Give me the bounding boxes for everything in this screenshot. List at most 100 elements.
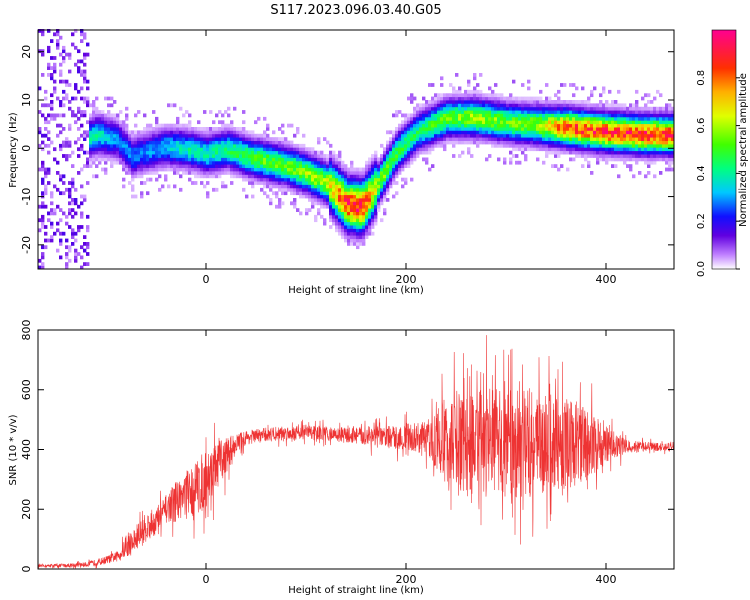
heat-cell: [524, 154, 528, 158]
heat-cell: [146, 123, 150, 128]
heat-cell: [233, 147, 237, 152]
heat-cell: [395, 113, 399, 118]
heat-cell: [290, 157, 294, 162]
heat-cell: [146, 157, 150, 162]
heat-cell: [632, 137, 636, 141]
heat-cell: [140, 167, 144, 172]
heat-cell: [356, 184, 360, 189]
heat-cell: [98, 154, 102, 158]
heat-cell: [230, 133, 234, 138]
heat-cell: [356, 194, 360, 199]
heat-cell: [446, 116, 450, 121]
spectrogram-frame: [37, 29, 675, 270]
heat-cell: [212, 130, 216, 135]
heat-cell: [338, 167, 342, 172]
heat-cell: [275, 147, 279, 152]
heat-cell: [536, 157, 540, 162]
heat-cell: [338, 171, 342, 175]
heat-cell: [290, 181, 294, 185]
heat-cell: [131, 171, 135, 175]
heat-cell: [92, 143, 96, 148]
heat-cell: [542, 116, 546, 121]
heat-cell: [176, 133, 180, 138]
heat-cell: [86, 225, 90, 229]
heat-cell: [83, 56, 87, 60]
heat-cell: [47, 45, 51, 50]
heat-cell: [362, 218, 366, 223]
heat-cell: [125, 160, 129, 165]
heat-cell: [209, 130, 213, 135]
heat-cell: [53, 62, 57, 67]
heat-cell: [170, 160, 174, 165]
heat-cell: [104, 137, 108, 141]
heat-cell: [656, 140, 660, 145]
heat-cell: [542, 133, 546, 138]
heat-cell: [596, 103, 600, 108]
heat-cell: [479, 96, 483, 101]
heat-cell: [260, 160, 264, 165]
heat-cell: [257, 140, 261, 145]
heat-cell: [275, 164, 279, 168]
heat-cell: [419, 123, 423, 128]
heat-cell: [359, 235, 363, 239]
heat-cell: [410, 130, 414, 135]
heat-cell: [554, 93, 558, 98]
heat-cell: [146, 137, 150, 141]
heat-cell: [236, 171, 240, 175]
heat-cell: [620, 106, 624, 111]
heat-cell: [455, 96, 459, 101]
y-tick-label: 20: [20, 45, 33, 59]
heat-cell: [374, 171, 378, 175]
heat-cell: [356, 225, 360, 229]
heat-cell: [74, 211, 78, 216]
heat-cell: [614, 120, 618, 125]
heat-cell: [368, 160, 372, 165]
heat-cell: [179, 147, 183, 152]
heat-cell: [458, 113, 462, 118]
heat-cell: [557, 150, 561, 155]
heat-cell: [335, 184, 339, 189]
heat-cell: [593, 116, 597, 121]
heat-cell: [176, 171, 180, 175]
heat-cell: [317, 174, 321, 179]
heat-cell: [317, 160, 321, 165]
heat-cell: [524, 106, 528, 111]
heat-cell: [80, 167, 84, 172]
heat-cell: [572, 83, 576, 87]
heat-cell: [65, 187, 69, 192]
heat-cell: [410, 137, 414, 141]
heat-cell: [524, 147, 528, 152]
heat-cell: [89, 137, 93, 141]
heat-cell: [356, 174, 360, 179]
heat-cell: [200, 174, 204, 179]
heat-cell: [140, 154, 144, 158]
heat-cell: [218, 110, 222, 114]
heat-cell: [623, 150, 627, 155]
heat-cell: [470, 127, 474, 131]
heat-cell: [272, 184, 276, 189]
heat-cell: [542, 137, 546, 141]
heat-cell: [281, 140, 285, 145]
heat-cell: [128, 130, 132, 135]
heat-cell: [359, 242, 363, 246]
heat-cell: [566, 120, 570, 125]
heat-cell: [191, 137, 195, 141]
heat-cell: [278, 140, 282, 145]
heat-cell: [632, 130, 636, 135]
heat-cell: [458, 120, 462, 125]
heat-cell: [329, 194, 333, 199]
heat-cell: [92, 127, 96, 131]
heat-cell: [47, 167, 51, 172]
heat-cell: [110, 150, 114, 155]
heat-cell: [452, 120, 456, 125]
heat-cell: [215, 127, 219, 131]
heat-cell: [386, 160, 390, 165]
heat-cell: [293, 187, 297, 192]
heat-cell: [272, 147, 276, 152]
heat-cell: [47, 49, 51, 54]
heat-cell: [536, 147, 540, 152]
heat-cell: [116, 120, 120, 125]
heat-cell: [146, 191, 150, 196]
heat-cell: [422, 130, 426, 135]
heat-cell: [536, 133, 540, 138]
